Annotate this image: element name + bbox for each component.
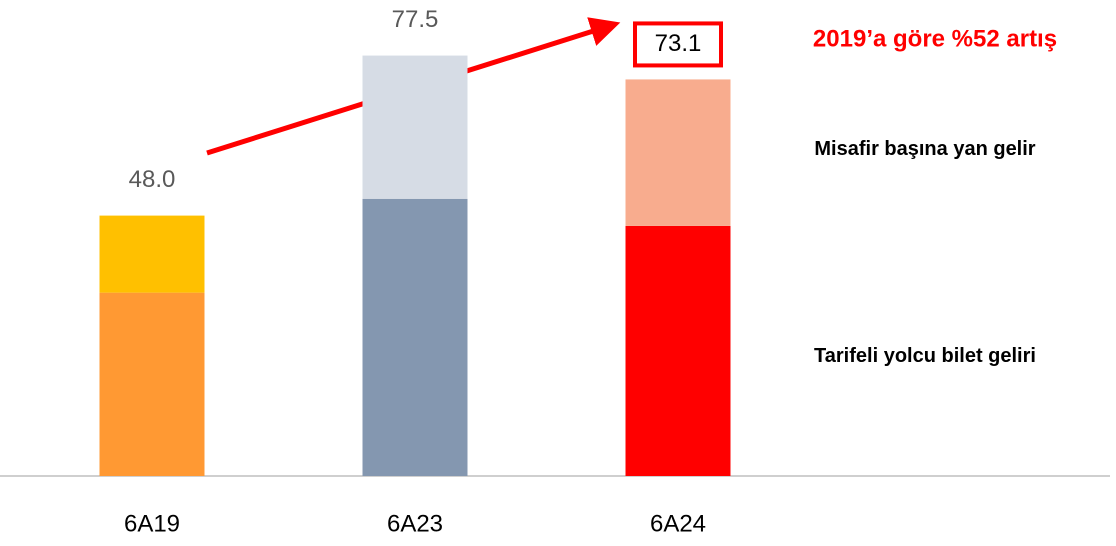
bar-segment: [99, 215, 205, 293]
series-label: Tarifeli yolcu bilet geliri: [814, 345, 1036, 367]
x-tick-label: 6A24: [650, 510, 706, 537]
highlight-box: [633, 21, 723, 68]
total-label: 77.5: [392, 6, 439, 33]
bar-segment: [99, 292, 205, 476]
bar-segment: [362, 55, 468, 199]
bar-segment: [625, 79, 731, 226]
annotation: 2019’a göre %52 artış: [813, 25, 1057, 52]
total-label: 48.0: [129, 166, 176, 193]
bar-segment: [362, 198, 468, 476]
total-label: 73.1: [655, 30, 702, 57]
series-label: Misafir başına yan gelir: [814, 138, 1035, 160]
x-tick-label: 6A23: [387, 510, 443, 537]
bar-segment: [625, 225, 731, 476]
x-tick-label: 6A19: [124, 510, 180, 537]
